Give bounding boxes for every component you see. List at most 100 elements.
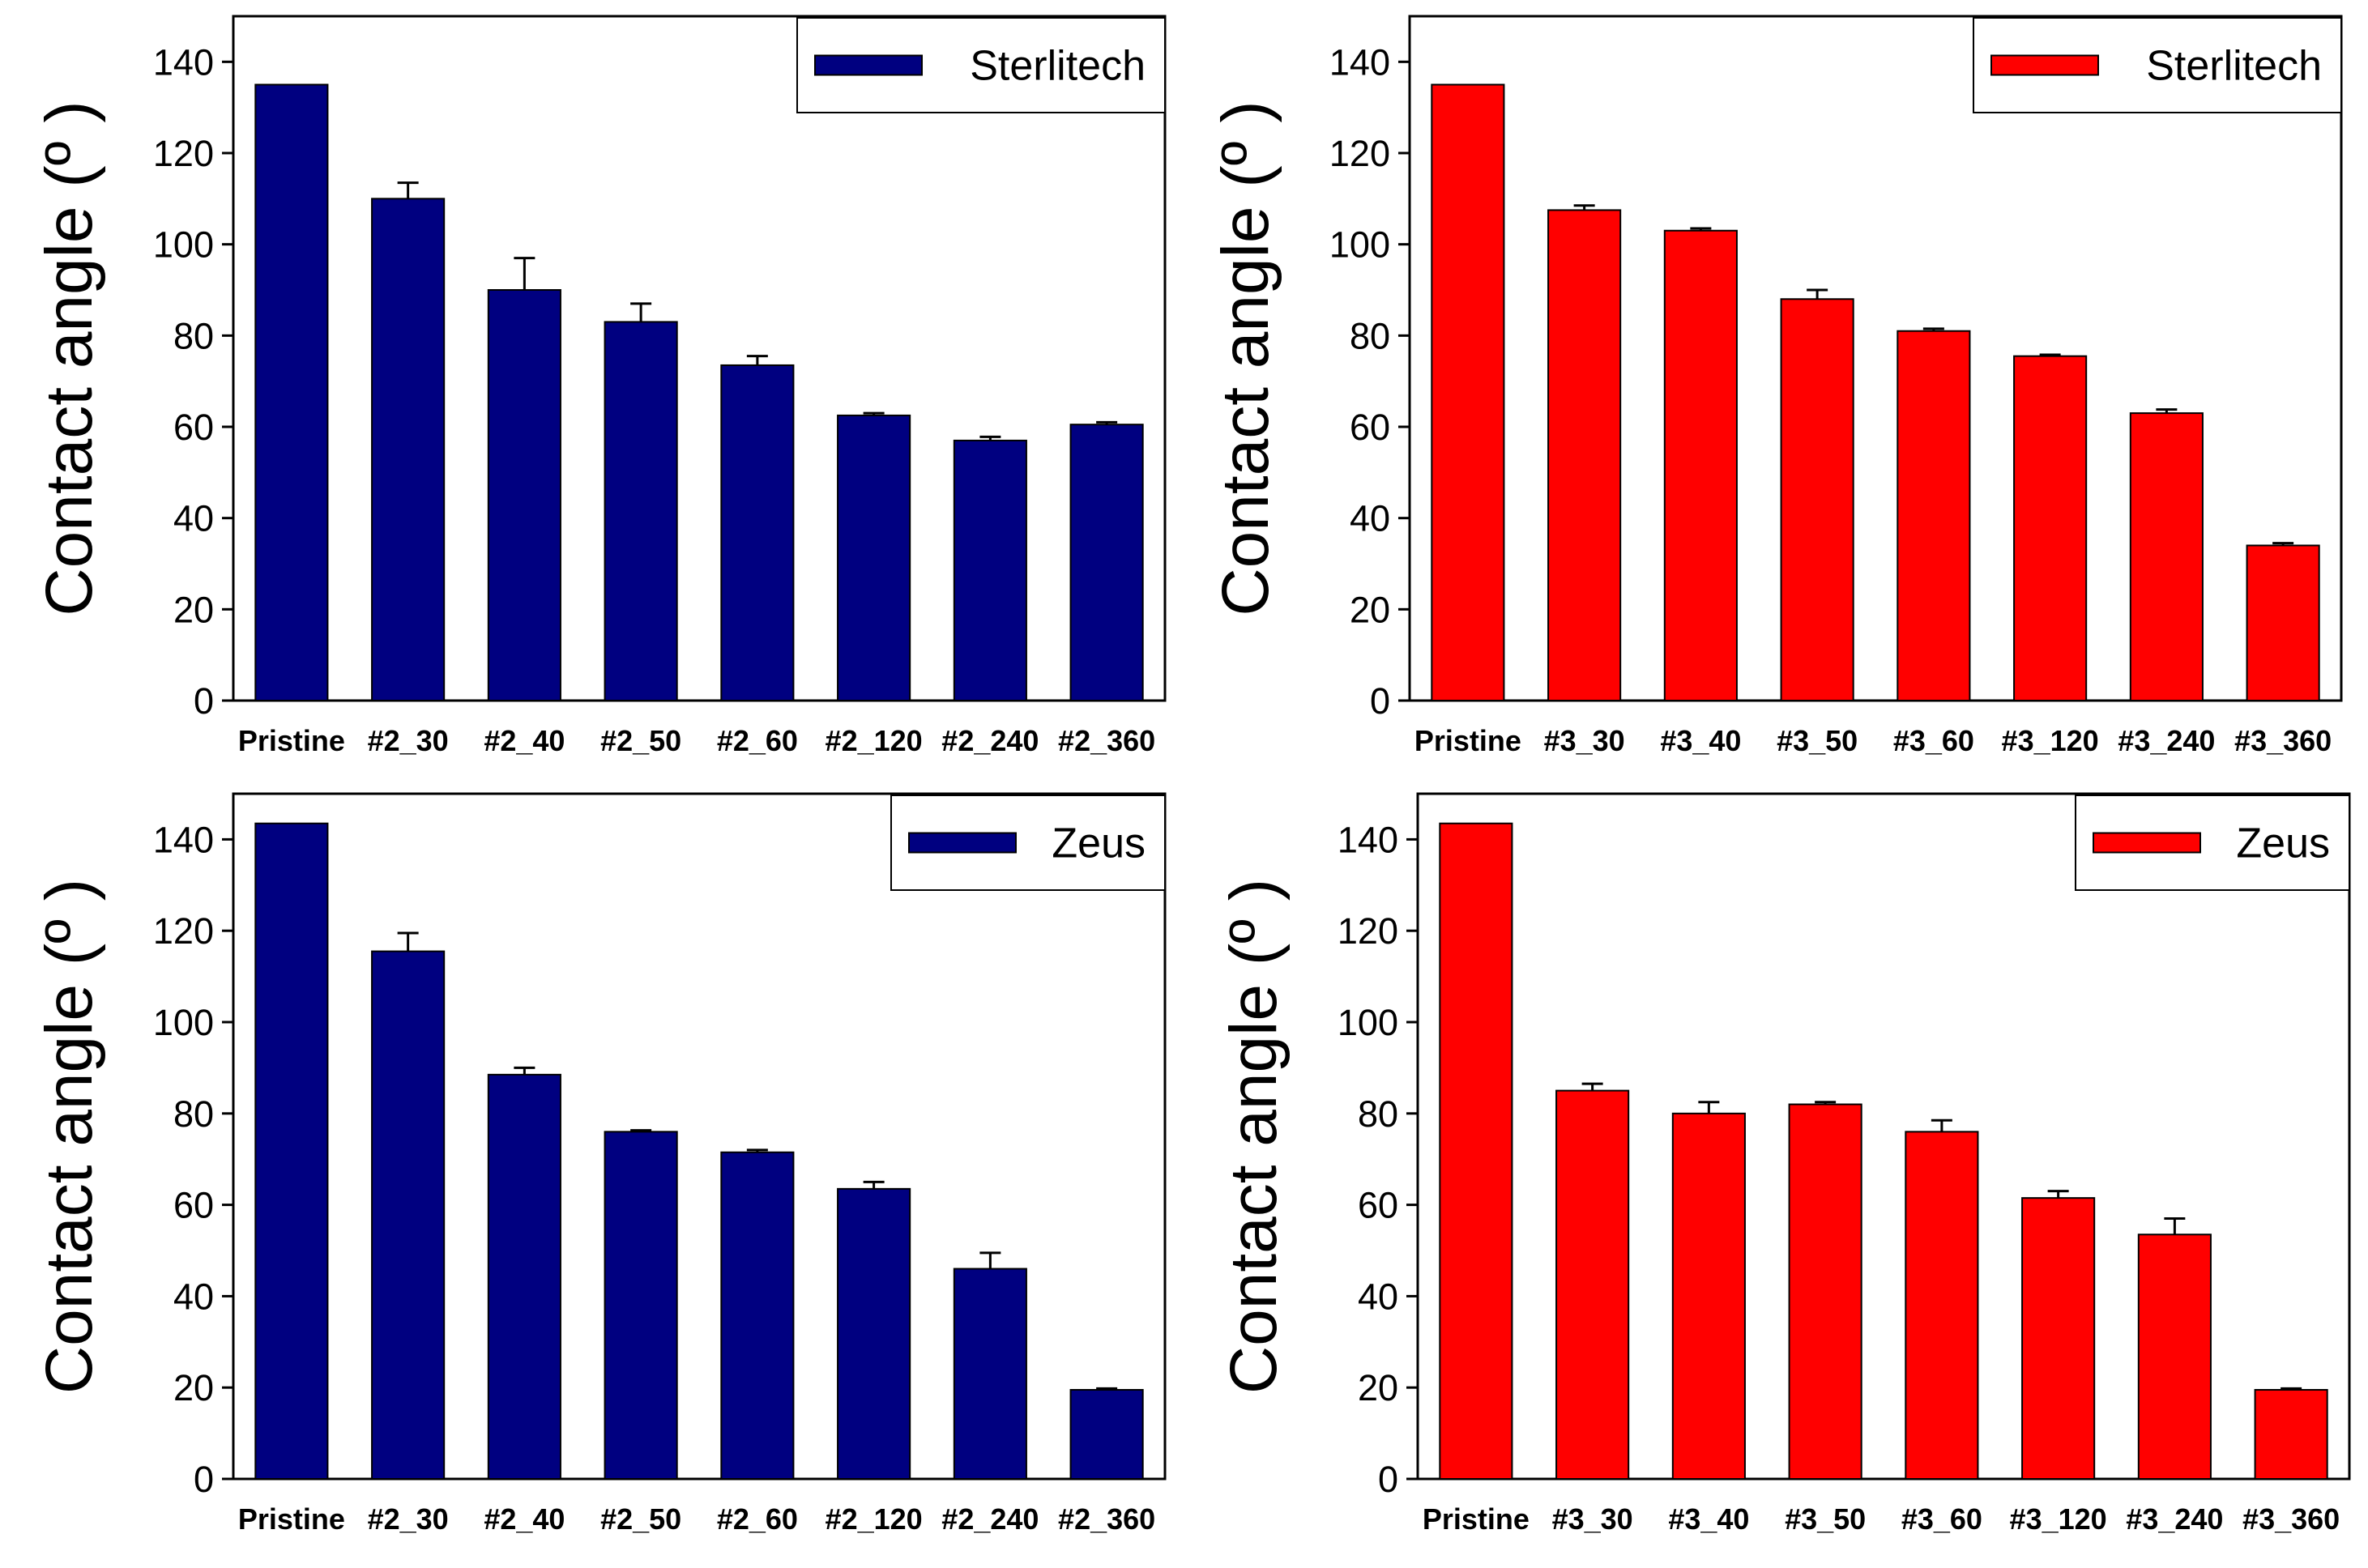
y-tick-label: 60 bbox=[173, 1185, 214, 1226]
bar bbox=[371, 198, 446, 702]
x-tick-label: #3_360 bbox=[2242, 1502, 2340, 1536]
x-tick-label: #2_30 bbox=[368, 1502, 449, 1536]
bar bbox=[487, 289, 561, 701]
legend-label: Zeus bbox=[1052, 820, 1146, 867]
bar bbox=[837, 1187, 911, 1480]
y-tick-label: 20 bbox=[1350, 589, 1390, 630]
y-tick-label: 80 bbox=[1358, 1093, 1398, 1135]
plot-frame bbox=[232, 15, 1167, 702]
y-tick-label: 60 bbox=[1358, 1185, 1398, 1226]
bar bbox=[2254, 1389, 2328, 1481]
bar bbox=[1897, 330, 1971, 701]
y-tick-label: 0 bbox=[1378, 1459, 1398, 1500]
legend-label: Sterlitech bbox=[970, 43, 1146, 90]
y-tick-label: 20 bbox=[173, 589, 214, 630]
bar bbox=[1555, 1089, 1630, 1480]
x-tick-label: #3_360 bbox=[2234, 724, 2332, 757]
y-tick-label: 140 bbox=[1338, 819, 1398, 860]
bar bbox=[720, 364, 795, 701]
x-tick-label: #2_240 bbox=[941, 1502, 1039, 1536]
y-tick-label: 40 bbox=[173, 1276, 214, 1317]
x-tick-label: #2_40 bbox=[484, 724, 565, 757]
bar bbox=[837, 414, 911, 702]
y-tick-label: 100 bbox=[1338, 1002, 1398, 1043]
bar bbox=[1663, 229, 1738, 701]
plot-frame bbox=[1416, 792, 2351, 1481]
bar bbox=[487, 1073, 561, 1480]
bar bbox=[1788, 1103, 1862, 1481]
x-tick-label: #3_60 bbox=[1893, 724, 1974, 757]
bar bbox=[254, 822, 329, 1480]
bar bbox=[2129, 412, 2204, 701]
bar bbox=[1439, 822, 1513, 1480]
panel-bottom-left-zeus: 0 20 40 60 80 100 120 140 Contact angle (º ) Pris… bbox=[32, 792, 1167, 1536]
panel-top-right-sterlitech: 0 20 40 60 80 100 120 140 Contact angle (º ) Pris… bbox=[1209, 15, 2343, 757]
legend-swatch bbox=[2093, 832, 2201, 854]
y-tick-label: 100 bbox=[1329, 224, 1390, 266]
x-tick-label: #2_50 bbox=[600, 724, 681, 757]
x-tick-label: #3_40 bbox=[1668, 1502, 1749, 1536]
y-tick-label: 120 bbox=[1329, 133, 1390, 174]
bar bbox=[604, 321, 678, 701]
bar bbox=[254, 83, 329, 701]
y-tick-label: 40 bbox=[1358, 1276, 1398, 1317]
y-tick-label: 20 bbox=[1358, 1367, 1398, 1408]
x-tick-label: #2_60 bbox=[717, 1502, 798, 1536]
y-tick-label: 140 bbox=[1329, 41, 1390, 83]
x-tick-label: Pristine bbox=[1423, 1502, 1530, 1536]
y-tick-label: 100 bbox=[153, 1002, 214, 1043]
y-tick-label: 0 bbox=[194, 1459, 214, 1500]
y-tick-label: 80 bbox=[1350, 315, 1390, 356]
y-tick-label: 100 bbox=[153, 224, 214, 266]
y-tick-label: 40 bbox=[173, 498, 214, 539]
y-tick-label: 20 bbox=[173, 1367, 214, 1408]
plot-frame bbox=[232, 792, 1167, 1481]
y-tick-label: 60 bbox=[1350, 407, 1390, 448]
bar bbox=[953, 1268, 1027, 1481]
x-tick-label: #3_50 bbox=[1785, 1502, 1866, 1536]
x-tick-label: #2_40 bbox=[484, 1502, 565, 1536]
x-tick-label: #2_50 bbox=[600, 1502, 681, 1536]
x-tick-label: #3_120 bbox=[2002, 724, 2099, 757]
x-tick-label: #3_30 bbox=[1552, 1502, 1633, 1536]
bar bbox=[371, 950, 446, 1480]
x-tick-label: #3_60 bbox=[1901, 1502, 1982, 1536]
x-tick-label: #3_120 bbox=[2010, 1502, 2107, 1536]
x-tick-label: #3_240 bbox=[2118, 724, 2215, 757]
x-tick-label: #3_50 bbox=[1777, 724, 1858, 757]
y-tick-label: 140 bbox=[153, 41, 214, 83]
bar bbox=[1671, 1112, 1746, 1481]
x-tick-label: #2_360 bbox=[1058, 724, 1155, 757]
x-tick-label: Pristine bbox=[238, 724, 345, 757]
y-axis-title: Contact angle (º ) bbox=[1217, 879, 1291, 1394]
y-tick-label: 80 bbox=[173, 1093, 214, 1135]
x-tick-label: #2_30 bbox=[368, 724, 449, 757]
y-tick-label: 120 bbox=[153, 133, 214, 174]
y-tick-label: 120 bbox=[153, 910, 214, 952]
bar bbox=[720, 1151, 795, 1480]
x-tick-label: #2_360 bbox=[1058, 1502, 1155, 1536]
panel-top-left-sterlitech: 0 20 40 60 80 100 120 140 Contact angle (º ) Pris… bbox=[32, 15, 1167, 757]
x-tick-label: #2_120 bbox=[826, 1502, 923, 1536]
x-tick-label: #2_120 bbox=[826, 724, 923, 757]
legend-label: Sterlitech bbox=[2146, 43, 2322, 90]
x-tick-label: Pristine bbox=[238, 1502, 345, 1536]
x-tick-label: #3_30 bbox=[1544, 724, 1625, 757]
legend-label: Zeus bbox=[2236, 820, 2330, 867]
y-tick-label: 0 bbox=[194, 680, 214, 722]
legend-swatch bbox=[1990, 54, 2099, 76]
x-tick-label: Pristine bbox=[1414, 724, 1521, 757]
x-tick-label: #3_40 bbox=[1660, 724, 1741, 757]
x-tick-label: #3_240 bbox=[2126, 1502, 2223, 1536]
plot-frame bbox=[1408, 15, 2343, 702]
y-tick-label: 0 bbox=[1370, 680, 1390, 722]
bar bbox=[2137, 1234, 2212, 1480]
bar bbox=[2246, 544, 2320, 702]
bar bbox=[2021, 1197, 2096, 1480]
y-tick-label: 80 bbox=[173, 315, 214, 356]
bar bbox=[2013, 355, 2088, 701]
x-tick-label: #2_240 bbox=[941, 724, 1039, 757]
bar bbox=[953, 439, 1027, 702]
y-axis-title: Contact angle (º ) bbox=[32, 100, 106, 616]
